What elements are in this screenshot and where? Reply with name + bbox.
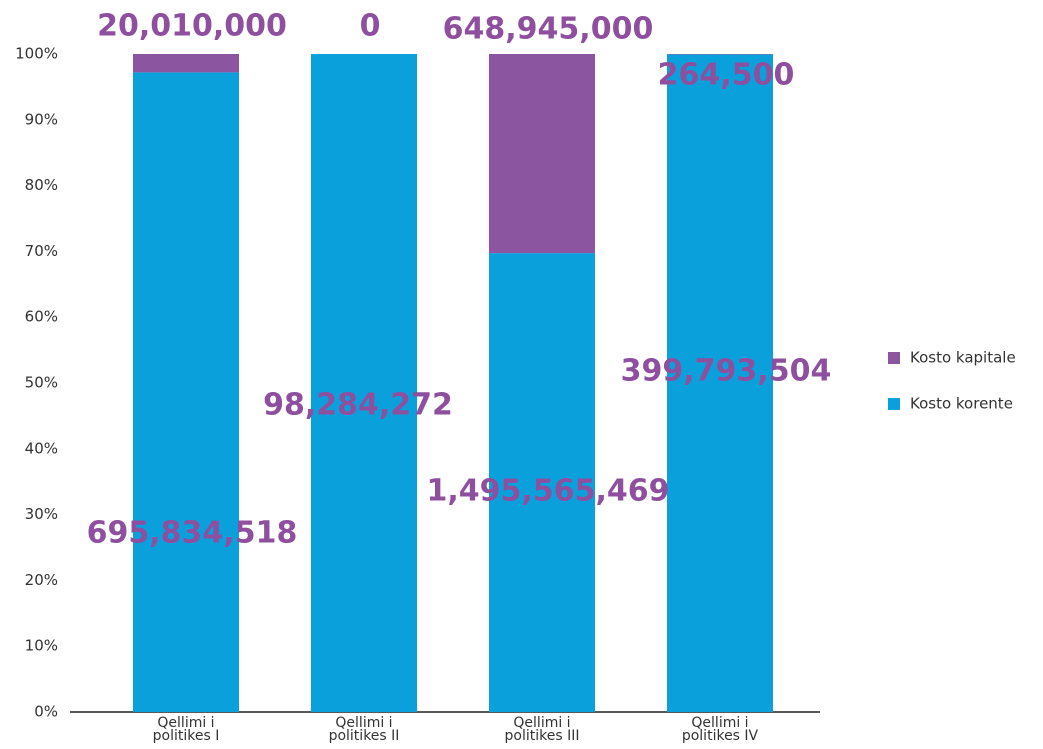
legend-swatch [888,352,900,364]
data-label: 1,495,565,469 [427,474,670,509]
bar-segment [133,72,239,713]
x-tick-label: Qellimi i politikes III [504,715,580,744]
y-tick-label: 10% [25,637,58,655]
y-tick-label: 100% [15,45,58,63]
y-tick-label: 40% [25,439,58,457]
data-label: 648,945,000 [443,12,654,47]
y-tick-label: 60% [25,308,58,326]
y-tick-label: 30% [25,505,58,523]
y-tick-label: 70% [25,242,58,260]
data-label: 0 [360,9,381,44]
data-label: 20,010,000 [97,9,287,44]
bar-segment [489,54,595,254]
bar-segment [311,54,417,712]
legend-label: Kosto kapitale [910,349,1016,367]
bar-segment [667,54,773,712]
y-tick-label: 80% [25,176,58,194]
y-tick-label: 0% [34,703,58,721]
data-label: 399,793,504 [621,354,832,389]
y-tick-label: 20% [25,571,58,589]
x-tick-label: Qellimi i politikes I [152,715,220,744]
y-tick-label: 90% [25,110,58,128]
bar-segment [489,253,595,712]
y-tick-label: 50% [25,374,58,392]
bar-segment [133,54,239,73]
legend-swatch [888,398,900,410]
x-tick-label: Qellimi i politikes IV [681,715,759,744]
data-label: 98,284,272 [263,388,453,423]
data-label: 695,834,518 [87,516,298,551]
x-tick-label: Qellimi i politikes II [328,715,400,744]
data-label: 264,500 [658,58,795,93]
legend-label: Kosto korente [910,395,1013,413]
